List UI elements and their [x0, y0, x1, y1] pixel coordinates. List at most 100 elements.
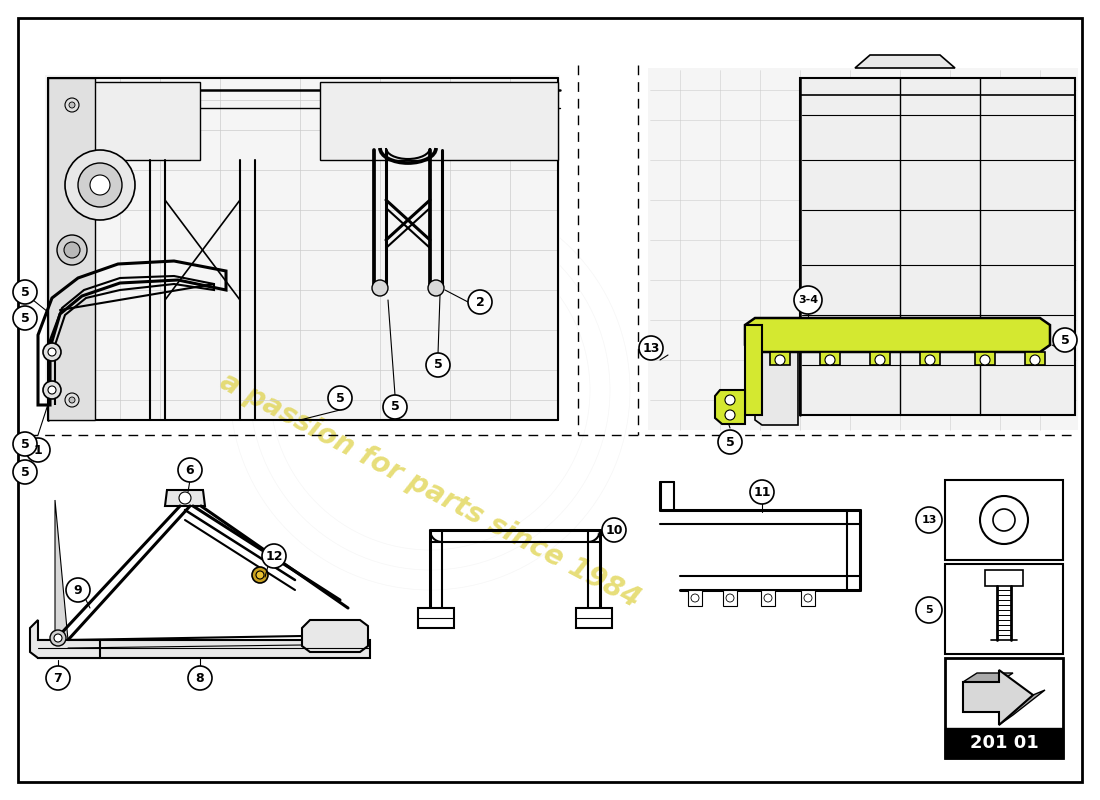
Polygon shape: [761, 590, 776, 606]
Circle shape: [428, 280, 444, 296]
Text: 2: 2: [475, 295, 484, 309]
Polygon shape: [688, 590, 702, 606]
Text: 5: 5: [433, 358, 442, 371]
Circle shape: [372, 280, 388, 296]
Polygon shape: [962, 673, 1013, 682]
Polygon shape: [745, 318, 1050, 352]
Text: 7: 7: [54, 671, 63, 685]
Text: 5: 5: [21, 286, 30, 298]
Polygon shape: [870, 352, 890, 365]
Polygon shape: [45, 75, 560, 420]
Circle shape: [925, 355, 935, 365]
Circle shape: [794, 286, 822, 314]
Polygon shape: [648, 68, 1078, 430]
Circle shape: [252, 567, 268, 583]
Polygon shape: [48, 78, 95, 420]
Text: 5: 5: [336, 391, 344, 405]
Circle shape: [69, 397, 75, 403]
Circle shape: [90, 175, 110, 195]
Text: 3-4: 3-4: [798, 295, 818, 305]
Text: 5: 5: [21, 466, 30, 478]
Text: 13: 13: [922, 515, 937, 525]
Polygon shape: [576, 608, 612, 628]
Circle shape: [825, 355, 835, 365]
Circle shape: [26, 438, 50, 462]
Circle shape: [383, 395, 407, 419]
Bar: [945, 728, 1063, 758]
Circle shape: [980, 355, 990, 365]
Polygon shape: [999, 690, 1045, 725]
Polygon shape: [715, 390, 745, 424]
Polygon shape: [855, 55, 955, 68]
Text: 11: 11: [754, 486, 771, 498]
Circle shape: [48, 348, 56, 356]
Text: 8: 8: [196, 671, 205, 685]
Circle shape: [1053, 328, 1077, 352]
Circle shape: [57, 235, 87, 265]
Circle shape: [43, 343, 60, 361]
Polygon shape: [820, 352, 840, 365]
Bar: [945, 564, 1063, 654]
Circle shape: [725, 410, 735, 420]
Polygon shape: [165, 490, 205, 506]
Circle shape: [50, 630, 66, 646]
Polygon shape: [418, 608, 454, 628]
Text: 10: 10: [605, 523, 623, 537]
Circle shape: [726, 594, 734, 602]
Circle shape: [13, 306, 37, 330]
Polygon shape: [770, 352, 790, 365]
Polygon shape: [962, 670, 1033, 725]
Circle shape: [639, 336, 663, 360]
Polygon shape: [1025, 352, 1045, 365]
Circle shape: [980, 496, 1028, 544]
Text: 9: 9: [74, 583, 82, 597]
Circle shape: [725, 395, 735, 405]
Circle shape: [993, 509, 1015, 531]
Polygon shape: [801, 590, 815, 606]
Circle shape: [1030, 355, 1040, 365]
Polygon shape: [39, 640, 370, 658]
Bar: [984, 570, 1023, 586]
Circle shape: [66, 578, 90, 602]
Circle shape: [179, 492, 191, 504]
Circle shape: [46, 666, 70, 690]
Circle shape: [468, 290, 492, 314]
Circle shape: [13, 280, 37, 304]
Text: 12: 12: [265, 550, 283, 562]
Text: 201 01: 201 01: [969, 734, 1038, 752]
Text: a passion for parts since 1984: a passion for parts since 1984: [216, 367, 645, 613]
Circle shape: [718, 430, 743, 454]
Polygon shape: [975, 352, 996, 365]
Text: 13: 13: [642, 342, 660, 354]
Circle shape: [776, 355, 785, 365]
Circle shape: [65, 98, 79, 112]
Text: 6: 6: [186, 463, 195, 477]
Circle shape: [916, 507, 942, 533]
Polygon shape: [745, 325, 762, 415]
Text: 5: 5: [390, 401, 399, 414]
Polygon shape: [755, 350, 797, 425]
Circle shape: [764, 594, 772, 602]
Circle shape: [804, 594, 812, 602]
Circle shape: [328, 386, 352, 410]
Polygon shape: [30, 620, 100, 658]
Polygon shape: [723, 590, 737, 606]
Polygon shape: [320, 82, 558, 160]
Text: 5: 5: [726, 435, 735, 449]
Polygon shape: [302, 620, 368, 652]
Polygon shape: [55, 82, 200, 160]
Polygon shape: [800, 78, 1075, 415]
Circle shape: [256, 571, 264, 579]
Text: 5: 5: [21, 438, 30, 450]
Bar: [945, 658, 1063, 758]
Text: 1: 1: [34, 443, 43, 457]
Text: 5: 5: [21, 311, 30, 325]
Circle shape: [48, 386, 56, 394]
Circle shape: [43, 381, 60, 399]
Circle shape: [262, 544, 286, 568]
Text: 5: 5: [925, 605, 933, 615]
Circle shape: [65, 150, 135, 220]
Circle shape: [916, 597, 942, 623]
Circle shape: [54, 634, 62, 642]
Circle shape: [691, 594, 698, 602]
